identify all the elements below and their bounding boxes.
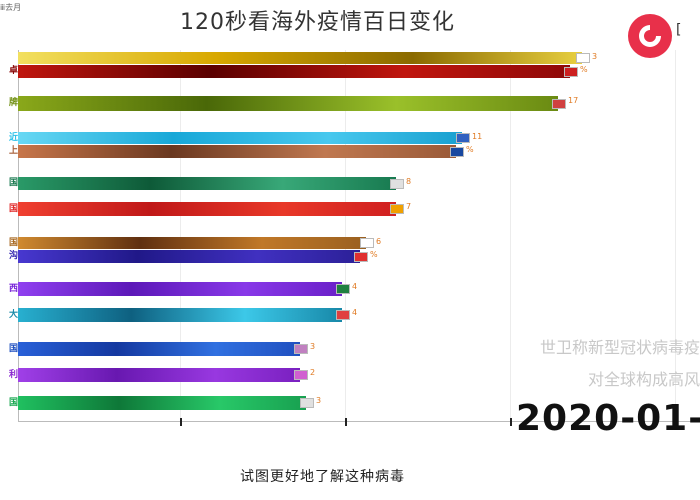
play-swirl-icon <box>639 25 661 47</box>
bar-row: 牌 17 <box>0 96 700 111</box>
bar-row: 上% <box>0 145 700 158</box>
gridline <box>180 50 181 420</box>
bar <box>18 202 396 216</box>
country-label: 国 <box>8 344 18 354</box>
flag-icon <box>336 310 350 320</box>
x-axis-line <box>18 421 700 422</box>
x-tick <box>510 418 512 426</box>
flag-icon <box>300 398 314 408</box>
case-count-label: % <box>370 250 378 259</box>
chart-title: 120秒看海外疫情百日变化 <box>180 10 455 35</box>
case-count-label: 8 <box>406 177 412 186</box>
case-count-label: 4 <box>352 282 358 291</box>
flag-icon <box>390 179 404 189</box>
country-label: 西 <box>8 284 18 294</box>
case-count-label: 3 <box>592 52 598 61</box>
country-label: 大 <box>8 310 18 320</box>
bar <box>18 96 558 111</box>
case-count-label: 7 <box>406 202 412 211</box>
country-label: 国 <box>8 178 18 188</box>
bar <box>18 237 366 249</box>
bar <box>18 396 306 410</box>
case-count-label: 2 <box>310 368 316 377</box>
case-count-label: 3 <box>310 342 316 351</box>
flag-icon <box>354 252 368 262</box>
bar <box>18 177 396 190</box>
bar <box>18 145 456 158</box>
y-axis-line <box>18 50 19 422</box>
date-label: 2020-01-3 <box>516 398 700 439</box>
case-count-label: % <box>580 65 588 74</box>
case-count-label: 4 <box>352 308 358 317</box>
video-subtitle: 试图更好地了解这种病毒 <box>240 469 405 485</box>
flag-icon <box>294 370 308 380</box>
country-label: 牌 <box>8 98 18 108</box>
x-tick <box>675 418 677 426</box>
gridline <box>675 50 676 420</box>
case-count-label: 3 <box>316 396 322 405</box>
flag-icon <box>576 53 590 63</box>
x-tick <box>345 418 347 426</box>
x-tick <box>180 418 182 426</box>
channel-logo-icon <box>628 14 672 58</box>
flag-icon <box>552 99 566 109</box>
case-count-label: 11 <box>472 132 483 141</box>
case-count-label: % <box>466 145 474 154</box>
bar <box>18 250 360 263</box>
bar <box>18 65 570 78</box>
bar <box>18 132 462 144</box>
country-label: 国 <box>8 238 18 248</box>
flag-icon <box>564 67 578 77</box>
country-label: 近 <box>8 133 18 143</box>
logo-text-fragment: [ <box>676 22 682 38</box>
bar <box>18 282 342 296</box>
case-count-label: 6 <box>376 237 382 246</box>
caption-line-2: 对全球构成高风 <box>587 370 700 389</box>
country-label: 卓 <box>8 66 18 76</box>
flag-icon <box>336 284 350 294</box>
case-count-label: 17 <box>568 96 579 105</box>
corner-watermark-text: ⅲ去月 <box>0 3 22 12</box>
flag-icon <box>450 147 464 157</box>
caption-line-1: 世卫称新型冠状病毒疫 <box>539 338 700 357</box>
flag-icon <box>390 204 404 214</box>
gridline <box>345 50 346 420</box>
country-label: 国 <box>8 398 18 408</box>
gridline <box>510 50 511 420</box>
flag-icon <box>360 238 374 248</box>
bar-row: 3 <box>0 52 700 64</box>
bar <box>18 368 300 382</box>
country-label: 利 <box>8 370 18 380</box>
bar <box>18 308 342 322</box>
flag-icon <box>294 344 308 354</box>
country-label: 国 <box>8 204 18 214</box>
country-label: 上 <box>8 146 18 156</box>
flag-icon <box>456 133 470 143</box>
bar-row: 近 11 <box>0 132 700 144</box>
bar-row: 沟% <box>0 250 700 263</box>
bar-row: 卓% <box>0 65 700 78</box>
bar <box>18 342 300 356</box>
country-label: 沟 <box>8 251 18 261</box>
bar <box>18 52 582 64</box>
